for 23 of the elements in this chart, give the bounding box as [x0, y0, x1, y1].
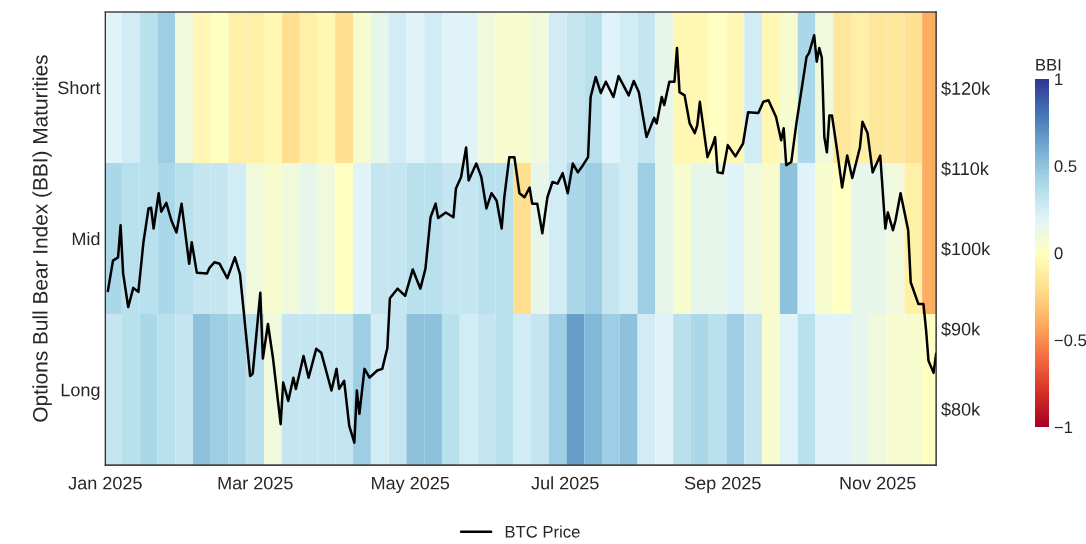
- color-bar-label: −0.5: [1054, 334, 1086, 347]
- y2-tick-label: $120k: [941, 81, 991, 96]
- x-tick-label: May 2025: [372, 476, 450, 494]
- legend-label: BTC Price: [505, 525, 580, 538]
- x-tick-label: Sep 2025: [684, 476, 761, 494]
- y-tick-label: Mid: [72, 232, 100, 246]
- color-bar-label: 0: [1054, 247, 1063, 260]
- y-axis-title: Options Bull Bear Index (BBI) Maturities: [32, 55, 52, 422]
- y2-tick-label: $80k: [941, 402, 981, 417]
- color-bar-label: 1: [1055, 73, 1063, 85]
- x-tick-label: Jan 2025: [68, 476, 142, 490]
- y2-tick-label: $100k: [941, 241, 991, 257]
- y-tick-label: Short: [58, 80, 101, 95]
- color-bar-label: 0.5: [1054, 160, 1077, 173]
- line-series: [106, 33, 937, 444]
- y2-tick-label: $90k: [941, 321, 981, 337]
- color-bar-label: −1: [1054, 421, 1073, 434]
- y2-tick-label: $110k: [941, 161, 989, 177]
- color-bar-title: BBI: [1036, 59, 1061, 71]
- x-tick-label: Jul 2025: [531, 476, 599, 490]
- x-tick-label: Mar 2025: [218, 476, 293, 490]
- x-tick-label: Nov 2025: [840, 476, 916, 490]
- y-tick-label: Long: [61, 383, 100, 400]
